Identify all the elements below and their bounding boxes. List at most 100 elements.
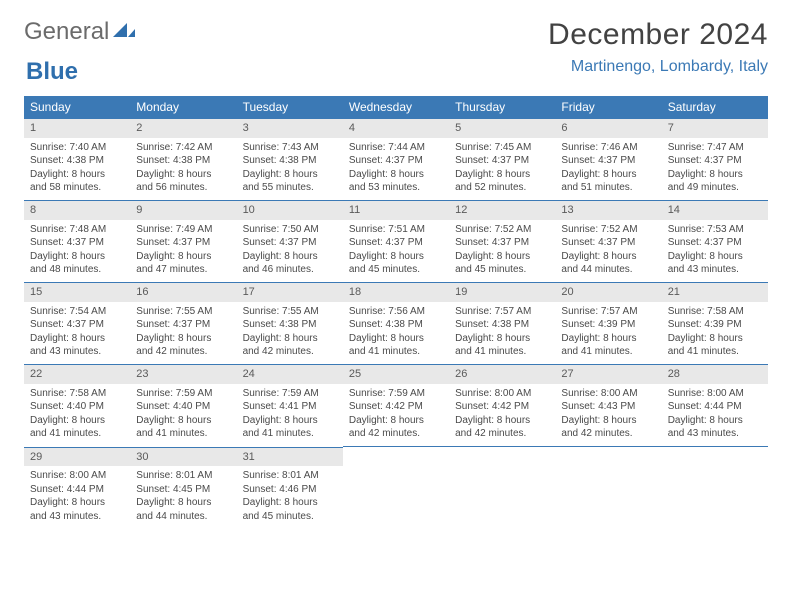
calendar-day-cell: 25Sunrise: 7:59 AMSunset: 4:42 PMDayligh… (343, 364, 449, 447)
daylight-line: Daylight: 8 hours and 55 minutes. (243, 168, 337, 195)
sunset-line: Sunset: 4:37 PM (668, 154, 762, 168)
calendar-day-cell: 8Sunrise: 7:48 AMSunset: 4:37 PMDaylight… (24, 200, 130, 282)
sunrise-line: Sunrise: 7:55 AM (136, 305, 230, 319)
calendar-day-cell: 29Sunrise: 8:00 AMSunset: 4:44 PMDayligh… (24, 447, 130, 530)
day-number: 27 (555, 364, 661, 384)
day-number: 16 (130, 282, 236, 302)
day-details: Sunrise: 7:59 AMSunset: 4:41 PMDaylight:… (237, 384, 343, 443)
logo: General (24, 18, 137, 46)
sunrise-line: Sunrise: 7:49 AM (136, 223, 230, 237)
day-number: 30 (130, 447, 236, 467)
day-number: 19 (449, 282, 555, 302)
daylight-line: Daylight: 8 hours and 41 minutes. (136, 414, 230, 441)
calendar-day-cell: 9Sunrise: 7:49 AMSunset: 4:37 PMDaylight… (130, 200, 236, 282)
day-details: Sunrise: 7:40 AMSunset: 4:38 PMDaylight:… (24, 138, 130, 197)
sunset-line: Sunset: 4:38 PM (243, 318, 337, 332)
calendar-day-cell: 6Sunrise: 7:46 AMSunset: 4:37 PMDaylight… (555, 118, 661, 200)
calendar-day-cell: 14Sunrise: 7:53 AMSunset: 4:37 PMDayligh… (662, 200, 768, 282)
calendar-week-row: 22Sunrise: 7:58 AMSunset: 4:40 PMDayligh… (24, 364, 768, 447)
day-number: 11 (343, 200, 449, 220)
sunrise-line: Sunrise: 7:45 AM (455, 141, 549, 155)
sunrise-line: Sunrise: 8:01 AM (243, 469, 337, 483)
daylight-line: Daylight: 8 hours and 45 minutes. (455, 250, 549, 277)
calendar-week-row: 29Sunrise: 8:00 AMSunset: 4:44 PMDayligh… (24, 447, 768, 530)
day-number: 5 (449, 118, 555, 138)
daylight-line: Daylight: 8 hours and 56 minutes. (136, 168, 230, 195)
day-number: 9 (130, 200, 236, 220)
sunrise-line: Sunrise: 7:44 AM (349, 141, 443, 155)
day-number: 14 (662, 200, 768, 220)
sunset-line: Sunset: 4:37 PM (30, 318, 124, 332)
sunrise-line: Sunrise: 7:54 AM (30, 305, 124, 319)
sunset-line: Sunset: 4:42 PM (349, 400, 443, 414)
calendar-table: Sunday Monday Tuesday Wednesday Thursday… (24, 96, 768, 529)
daylight-line: Daylight: 8 hours and 42 minutes. (136, 332, 230, 359)
calendar-day-cell: 3Sunrise: 7:43 AMSunset: 4:38 PMDaylight… (237, 118, 343, 200)
sunset-line: Sunset: 4:37 PM (136, 318, 230, 332)
col-saturday: Saturday (662, 96, 768, 118)
calendar-week-row: 8Sunrise: 7:48 AMSunset: 4:37 PMDaylight… (24, 200, 768, 282)
logo-word-2: Blue (26, 58, 78, 86)
day-details: Sunrise: 7:54 AMSunset: 4:37 PMDaylight:… (24, 302, 130, 361)
daylight-line: Daylight: 8 hours and 41 minutes. (30, 414, 124, 441)
calendar-day-cell: 15Sunrise: 7:54 AMSunset: 4:37 PMDayligh… (24, 282, 130, 364)
sunrise-line: Sunrise: 8:00 AM (455, 387, 549, 401)
calendar-day-cell: 22Sunrise: 7:58 AMSunset: 4:40 PMDayligh… (24, 364, 130, 447)
day-number: 15 (24, 282, 130, 302)
day-details: Sunrise: 7:52 AMSunset: 4:37 PMDaylight:… (449, 220, 555, 279)
day-details: Sunrise: 7:59 AMSunset: 4:42 PMDaylight:… (343, 384, 449, 443)
day-details: Sunrise: 7:42 AMSunset: 4:38 PMDaylight:… (130, 138, 236, 197)
calendar-day-cell (343, 447, 449, 530)
daylight-line: Daylight: 8 hours and 42 minutes. (561, 414, 655, 441)
day-number: 10 (237, 200, 343, 220)
day-details: Sunrise: 8:01 AMSunset: 4:46 PMDaylight:… (237, 466, 343, 525)
daylight-line: Daylight: 8 hours and 45 minutes. (243, 496, 337, 523)
day-number: 6 (555, 118, 661, 138)
col-monday: Monday (130, 96, 236, 118)
day-details: Sunrise: 7:55 AMSunset: 4:38 PMDaylight:… (237, 302, 343, 361)
calendar-week-row: 1Sunrise: 7:40 AMSunset: 4:38 PMDaylight… (24, 118, 768, 200)
sunset-line: Sunset: 4:37 PM (561, 236, 655, 250)
col-thursday: Thursday (449, 96, 555, 118)
col-wednesday: Wednesday (343, 96, 449, 118)
sunset-line: Sunset: 4:42 PM (455, 400, 549, 414)
calendar-day-cell: 21Sunrise: 7:58 AMSunset: 4:39 PMDayligh… (662, 282, 768, 364)
daylight-line: Daylight: 8 hours and 45 minutes. (349, 250, 443, 277)
calendar-day-cell: 7Sunrise: 7:47 AMSunset: 4:37 PMDaylight… (662, 118, 768, 200)
sunrise-line: Sunrise: 7:59 AM (243, 387, 337, 401)
daylight-line: Daylight: 8 hours and 49 minutes. (668, 168, 762, 195)
sunset-line: Sunset: 4:37 PM (136, 236, 230, 250)
day-number: 3 (237, 118, 343, 138)
day-details: Sunrise: 7:44 AMSunset: 4:37 PMDaylight:… (343, 138, 449, 197)
sunset-line: Sunset: 4:40 PM (30, 400, 124, 414)
day-details: Sunrise: 7:51 AMSunset: 4:37 PMDaylight:… (343, 220, 449, 279)
sunset-line: Sunset: 4:37 PM (243, 236, 337, 250)
col-friday: Friday (555, 96, 661, 118)
calendar-day-cell: 5Sunrise: 7:45 AMSunset: 4:37 PMDaylight… (449, 118, 555, 200)
day-details: Sunrise: 8:00 AMSunset: 4:43 PMDaylight:… (555, 384, 661, 443)
calendar-day-cell: 30Sunrise: 8:01 AMSunset: 4:45 PMDayligh… (130, 447, 236, 530)
calendar-day-cell: 11Sunrise: 7:51 AMSunset: 4:37 PMDayligh… (343, 200, 449, 282)
sunrise-line: Sunrise: 7:55 AM (243, 305, 337, 319)
sunset-line: Sunset: 4:37 PM (349, 236, 443, 250)
sunrise-line: Sunrise: 7:46 AM (561, 141, 655, 155)
sunrise-line: Sunrise: 7:57 AM (455, 305, 549, 319)
sunset-line: Sunset: 4:41 PM (243, 400, 337, 414)
daylight-line: Daylight: 8 hours and 48 minutes. (30, 250, 124, 277)
day-number: 1 (24, 118, 130, 138)
day-details: Sunrise: 8:00 AMSunset: 4:44 PMDaylight:… (662, 384, 768, 443)
sunset-line: Sunset: 4:39 PM (561, 318, 655, 332)
day-details: Sunrise: 7:56 AMSunset: 4:38 PMDaylight:… (343, 302, 449, 361)
sunset-line: Sunset: 4:37 PM (455, 236, 549, 250)
calendar-day-cell: 20Sunrise: 7:57 AMSunset: 4:39 PMDayligh… (555, 282, 661, 364)
sunrise-line: Sunrise: 7:42 AM (136, 141, 230, 155)
daylight-line: Daylight: 8 hours and 43 minutes. (30, 496, 124, 523)
col-tuesday: Tuesday (237, 96, 343, 118)
calendar-day-cell: 13Sunrise: 7:52 AMSunset: 4:37 PMDayligh… (555, 200, 661, 282)
location-label: Martinengo, Lombardy, Italy (548, 58, 768, 76)
calendar-header-row: Sunday Monday Tuesday Wednesday Thursday… (24, 96, 768, 118)
calendar-day-cell: 10Sunrise: 7:50 AMSunset: 4:37 PMDayligh… (237, 200, 343, 282)
day-details: Sunrise: 7:49 AMSunset: 4:37 PMDaylight:… (130, 220, 236, 279)
day-details: Sunrise: 7:50 AMSunset: 4:37 PMDaylight:… (237, 220, 343, 279)
logo-word-1: General (24, 18, 109, 46)
